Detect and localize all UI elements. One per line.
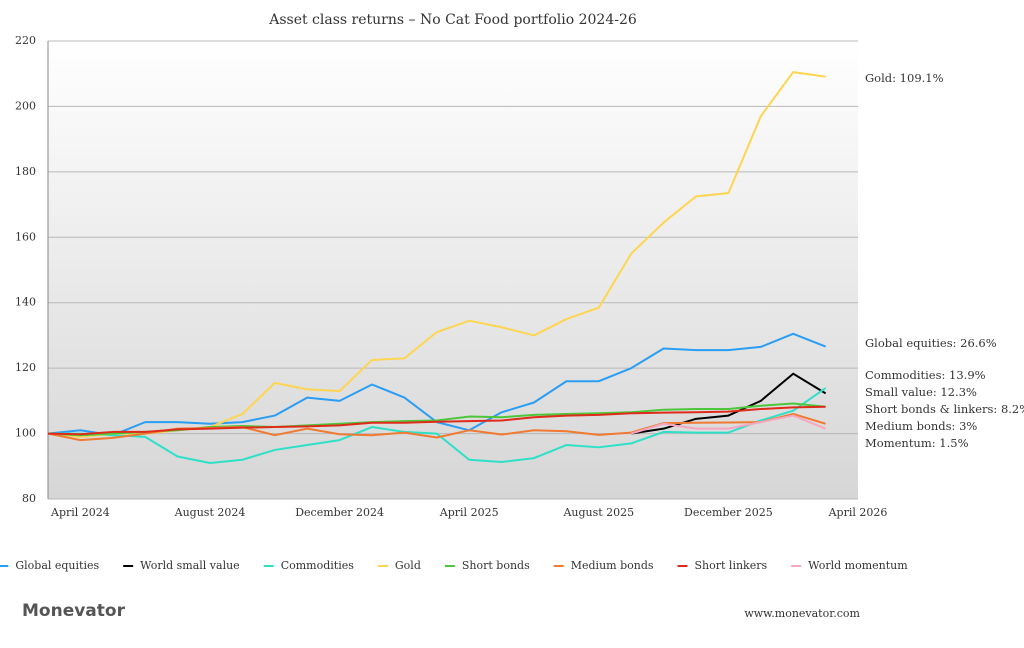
series-line (630, 414, 826, 435)
annotation: Short bonds & linkers: 8.2% (865, 402, 1024, 416)
x-tick-label: August 2024 (174, 506, 246, 519)
legend-label: World momentum (808, 559, 908, 572)
x-tick-label: April 2024 (50, 506, 110, 519)
annotation: Small value: 12.3% (865, 385, 977, 399)
legend-label: Medium bonds (571, 559, 654, 572)
legend-label: Global equities (15, 559, 99, 572)
x-tick-label: April 2025 (439, 506, 499, 519)
y-tick-label: 120 (15, 361, 36, 374)
annotation: Momentum: 1.5% (865, 436, 969, 450)
y-tick-label: 140 (15, 296, 36, 309)
x-tick-label: December 2024 (295, 506, 384, 519)
x-tick-label: December 2025 (684, 506, 773, 519)
annotation: Global equities: 26.6% (865, 336, 997, 350)
series-line (631, 372, 827, 435)
y-tick-label: 160 (15, 230, 36, 243)
series-line (47, 405, 826, 436)
legend: Global equities World small value Commodit… (0, 559, 908, 572)
legend-label: Gold (395, 559, 421, 572)
y-tick-label: 80 (22, 492, 36, 505)
legend-label: Short linkers (695, 559, 768, 572)
logo: Monevator (22, 601, 126, 621)
annotation: Medium bonds: 3% (865, 419, 977, 433)
legend-label: Commodities (281, 559, 355, 572)
annotation: Commodities: 13.9% (865, 368, 986, 382)
legend-label: World small value (140, 559, 240, 572)
chart-title: Asset class returns – No Cat Food portfo… (268, 12, 637, 28)
series-line (48, 387, 827, 465)
x-tick-label: August 2025 (562, 506, 634, 519)
x-tick-label: April 2026 (828, 506, 888, 519)
y-tick-label: 100 (15, 427, 36, 440)
site-url: www.monevator.com (744, 607, 860, 620)
annotation: Gold: 109.1% (865, 71, 944, 85)
y-tick-label: 220 (15, 34, 36, 47)
y-tick-label: 180 (15, 165, 36, 178)
y-tick-label: 200 (15, 99, 36, 112)
legend-label: Short bonds (462, 559, 530, 572)
